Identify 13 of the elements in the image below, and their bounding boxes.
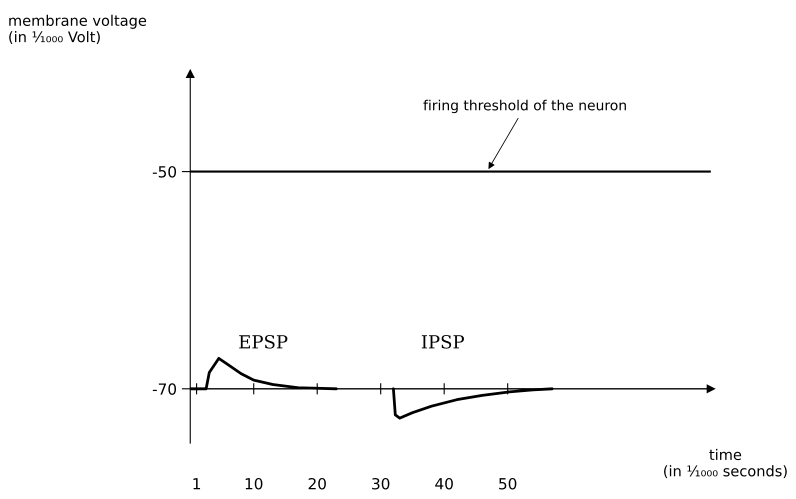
annotation: IPSP (422, 334, 464, 349)
x-tick-label: 40 (435, 478, 453, 490)
x-axis-title: time (in ¹⁄₁₀₀₀ seconds) (664, 448, 787, 478)
ref-line-label: firing threshold of the neuron (423, 100, 626, 114)
x-tick-label: 10 (246, 478, 262, 490)
x-tick-label: 30 (372, 478, 390, 490)
x-tick-label: 20 (308, 478, 326, 490)
y-axis-title: membrane voltage (in ¹⁄₁₀₀₀ Volt) (9, 14, 146, 44)
x-tick-label: 1 (193, 478, 200, 490)
annotation: EPSP (239, 334, 288, 349)
y-tick-label: -50 (152, 166, 176, 178)
x-tick-label: 50 (499, 478, 516, 490)
y-tick-label: -70 (152, 383, 176, 395)
